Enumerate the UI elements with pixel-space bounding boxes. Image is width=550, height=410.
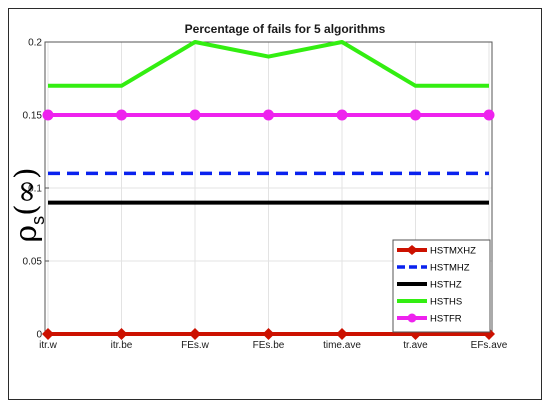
legend-label-HSTHS: HSTHS: [430, 297, 462, 308]
x-tick-label-3: FEs.be: [253, 340, 285, 351]
series-point-HSTMXHZ-4: [336, 328, 348, 340]
legend-label-HSTMHZ: HSTMHZ: [430, 263, 470, 274]
legend-label-HSTHZ: HSTHZ: [430, 280, 462, 291]
y-axis-label-main: ρ: [9, 225, 44, 243]
x-tick-label-4: time.ave: [323, 340, 361, 351]
chart-title: Percentage of fails for 5 algorithms: [185, 22, 386, 36]
x-tick-label-2: FEs.w: [181, 340, 210, 351]
y-tick-label-2: 0.1: [28, 184, 42, 195]
y-tick-label-1: 0.05: [23, 257, 43, 268]
y-tick-label-3: 0.15: [23, 111, 43, 122]
legend-marker-HSTMXHZ: [406, 245, 418, 255]
x-tick-label-5: tr.ave: [403, 340, 428, 351]
x-tick-label-1: itr.be: [111, 340, 133, 351]
series-point-HSTMXHZ-0: [42, 328, 54, 340]
x-tick-label-0: itr.w: [39, 340, 58, 351]
series-point-HSTMXHZ-3: [262, 328, 275, 340]
series-point-HSTMXHZ-2: [189, 328, 201, 340]
legend: HSTMXHZ HSTMHZ HSTHZ HSTHS HSTFR: [392, 239, 491, 333]
x-tick-label-6: EFs.ave: [471, 340, 508, 351]
series-line-HSTHS: [48, 40, 489, 88]
series-point-HSTFR-6: [483, 109, 495, 121]
y-axis-label: ρs(∞): [9, 167, 48, 242]
y-tick-label-0: 0: [36, 330, 42, 341]
series-lines: [42, 40, 495, 340]
legend-label-HSTMXHZ: HSTMXHZ: [430, 246, 476, 257]
series-point-HSTFR-2: [189, 109, 201, 121]
series-point-HSTFR-1: [116, 109, 127, 121]
series-point-HSTFR-4: [336, 109, 348, 121]
series-point-HSTMXHZ-1: [115, 328, 128, 340]
legend-marker-HSTFR: [407, 313, 417, 323]
series-point-HSTFR-5: [410, 109, 421, 121]
y-axis-label-sub: s: [28, 216, 48, 225]
legend-label-HSTFR: HSTFR: [430, 314, 462, 325]
y-axis-label-paren: (∞): [9, 167, 44, 215]
svg-text:ρs(∞): ρs(∞): [9, 167, 48, 242]
y-tick-label-4: 0.2: [28, 38, 42, 49]
series-point-HSTFR-3: [263, 109, 274, 121]
series-point-HSTFR-0: [42, 109, 54, 121]
